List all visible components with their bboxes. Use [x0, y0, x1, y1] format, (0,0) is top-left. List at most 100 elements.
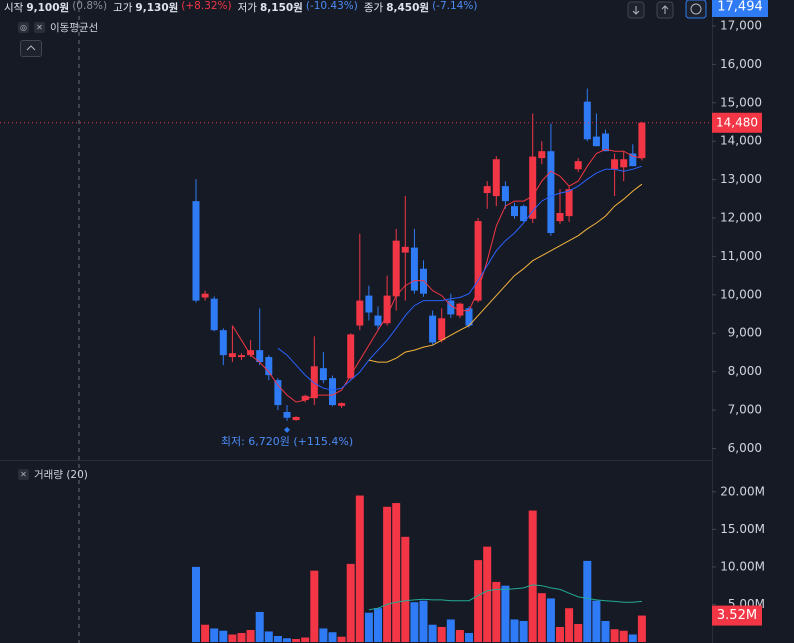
volume-bar	[346, 563, 355, 642]
header-label: 저가	[237, 2, 257, 14]
candle-body	[592, 136, 600, 147]
candle-body	[492, 159, 500, 197]
candle-body	[447, 300, 455, 315]
volume-bar	[528, 510, 537, 642]
header-close: 종가 8,450원 (-7.14%)	[364, 0, 478, 14]
volume-bar	[601, 620, 610, 642]
settings-icon	[690, 3, 702, 15]
candle-body	[392, 240, 400, 297]
volume-bar	[228, 634, 237, 642]
collapse-button[interactable]	[20, 40, 42, 57]
y-tick-label: 8,000	[728, 364, 762, 378]
volume-panel	[192, 495, 646, 642]
volume-bar	[219, 630, 228, 642]
y-tick-label: 16,000	[720, 57, 762, 71]
volume-average-line	[368, 584, 642, 611]
header-value: 9,130원	[135, 2, 179, 14]
volume-badge	[712, 605, 762, 626]
volume-bar	[264, 631, 273, 642]
candle-body	[292, 416, 300, 421]
candle-body	[556, 213, 564, 222]
header-change: (0.8%)	[72, 0, 108, 12]
header-change: (+8.32%)	[181, 0, 232, 12]
candle-body	[511, 206, 518, 217]
low-annotation: 최저: 6,720원 (+115.4%)	[221, 435, 353, 448]
y-tick-label: 14,000	[720, 134, 762, 148]
volume-bar	[283, 638, 291, 642]
candle-body	[192, 201, 200, 301]
volume-bar	[292, 638, 301, 642]
candle-body	[538, 151, 546, 159]
volume-bar	[637, 615, 646, 642]
candle-body	[438, 318, 446, 341]
volume-bar	[455, 629, 464, 642]
up-icon	[661, 5, 669, 14]
close-icon[interactable]: ✕	[18, 469, 29, 480]
volume-bar	[537, 593, 546, 642]
volume-bar	[355, 495, 364, 642]
volume-bar	[492, 581, 501, 642]
candle-body	[574, 161, 582, 170]
volume-badge-label: 3.52M	[717, 608, 757, 623]
volume-bar	[546, 598, 555, 642]
y-tick-label: 12,000	[720, 211, 762, 225]
volume-bar	[419, 600, 428, 642]
candle-body	[520, 206, 528, 222]
y-tick-label: 11,000	[720, 249, 762, 263]
candle-body	[583, 101, 591, 140]
volume-bar	[483, 546, 492, 642]
volume-bar	[610, 629, 619, 642]
y-tick-label: 15,000	[720, 95, 762, 109]
volume-bar	[565, 608, 574, 642]
volume-bar	[574, 623, 583, 642]
volume-bar	[592, 600, 601, 642]
candle-body	[383, 295, 391, 324]
candle-body	[283, 411, 291, 418]
moving-average-line	[368, 183, 643, 363]
y-tick-label: 10.00M	[720, 559, 765, 573]
volume-bar	[401, 536, 410, 642]
candle-body	[620, 159, 628, 168]
header-open: 시작 9,100원 (0.8%)	[4, 0, 107, 14]
volume-bar	[210, 628, 219, 642]
y-tick-label: 17,000	[720, 18, 762, 32]
volume-bar	[474, 560, 483, 642]
volume-bar	[255, 611, 264, 642]
candle-body	[611, 159, 619, 170]
candle-body	[374, 315, 382, 326]
candle-body	[410, 247, 418, 291]
volume-bar	[246, 629, 255, 642]
hide-icon[interactable]: ◎	[18, 22, 29, 33]
y-tick-label: 6,000	[728, 441, 762, 455]
candle-body	[228, 353, 236, 358]
candle-body	[347, 334, 355, 379]
y-tick-label: 15.00M	[720, 522, 765, 536]
candle-body	[329, 378, 336, 406]
current-price-label: 14,480	[716, 115, 758, 129]
collapse-icon	[26, 45, 36, 51]
y-tick-label: 13,000	[720, 172, 762, 186]
volume-bar	[410, 602, 419, 642]
candle-body	[629, 153, 637, 167]
legend-label: 거래량 (20)	[34, 469, 88, 481]
candle-body	[429, 315, 437, 343]
candle-body	[338, 403, 346, 406]
volume-bar	[337, 636, 346, 642]
moving-average-line	[277, 165, 643, 391]
header-low: 저가 8,150원 (-10.43%)	[238, 0, 358, 14]
candle-body	[274, 380, 282, 406]
down-icon	[632, 6, 640, 15]
candle-body	[529, 156, 537, 219]
candle-body	[474, 221, 482, 301]
top-price-label: 17,494	[717, 0, 763, 15]
volume-bar	[364, 612, 373, 642]
candle-body	[247, 350, 255, 356]
header-label: 종가	[363, 2, 384, 14]
volume-bar	[519, 620, 528, 642]
close-icon[interactable]: ✕	[34, 22, 45, 33]
settings-button[interactable]	[685, 0, 707, 19]
candle-body	[319, 368, 327, 381]
volume-bar	[383, 506, 392, 642]
axes: 6,000 7,000 8,000 9,000 10,000 11,000 12,000 13…	[712, 0, 768, 626]
